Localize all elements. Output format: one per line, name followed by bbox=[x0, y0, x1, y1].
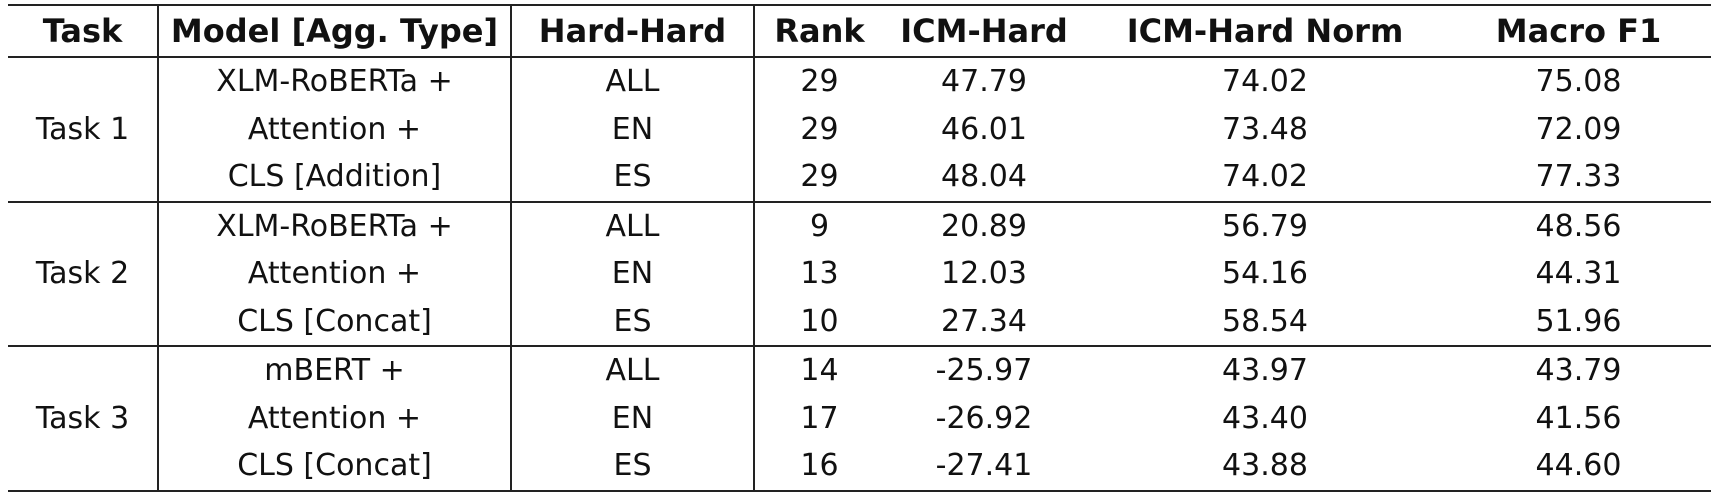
model-cell: Attention + bbox=[158, 250, 512, 298]
icm-hard-cell: 12.03 bbox=[941, 256, 1027, 292]
table-row: Task 1 XLM-RoBERTa + ALL 29 47.79 74.02 … bbox=[8, 57, 1711, 203]
header-row: Task Model [Agg. Type] Hard-Hard Rank IC… bbox=[8, 4, 1711, 58]
hard-hard-cell: ES bbox=[511, 297, 755, 347]
task-label: Task 2 bbox=[8, 201, 159, 347]
table-row: CLS [Concat] ES 10 27.34 58.54 51.96 bbox=[8, 297, 1711, 347]
icm-hard-norm-cell: 54.16 bbox=[1222, 256, 1308, 292]
task-label: Task 3 bbox=[8, 346, 159, 492]
hard-hard-cell: EN bbox=[511, 394, 755, 442]
model-cell: CLS [Concat] bbox=[158, 297, 512, 347]
table-row: CLS [Concat] ES 16 -27.41 43.88 44.60 bbox=[8, 442, 1711, 492]
table-row: Task 2 XLM-RoBERTa + ALL 9 20.89 56.79 4… bbox=[8, 201, 1711, 347]
model-cell: Attention + bbox=[158, 394, 512, 442]
macro-f1-cell: 77.33 bbox=[1446, 153, 1711, 203]
hard-hard-cell: ES bbox=[511, 442, 755, 492]
hard-hard-cell: ALL bbox=[511, 201, 755, 250]
table-row: Attention + EN 29 46.01 73.48 72.09 bbox=[8, 105, 1711, 153]
header-icm-hard: ICM-Hard bbox=[884, 4, 1084, 58]
macro-f1-cell: 51.96 bbox=[1446, 297, 1711, 347]
icm-hard-norm-cell: 43.88 bbox=[1084, 442, 1446, 492]
results-table: Task Model [Agg. Type] Hard-Hard Rank IC… bbox=[8, 4, 1711, 492]
hard-hard-cell: EN bbox=[511, 250, 755, 298]
model-cell: Attention + bbox=[158, 105, 512, 153]
icm-hard-cell: 20.89 bbox=[941, 208, 1027, 244]
icm-hard-norm-cell: 56.79 bbox=[1222, 208, 1308, 244]
macro-f1-cell: 44.60 bbox=[1446, 442, 1711, 492]
header-icm-hard-norm: ICM-Hard Norm bbox=[1084, 4, 1446, 58]
macro-f1-cell: 41.56 bbox=[1535, 400, 1622, 436]
table-row: Attention + EN 13 12.03 54.16 44.31 bbox=[8, 250, 1711, 298]
icm-hard-cell: -27.41 bbox=[884, 442, 1084, 492]
macro-f1-cell: 43.79 bbox=[1535, 353, 1622, 389]
icm-hard-cell: 27.34 bbox=[884, 297, 1084, 347]
header-model: Model [Agg. Type] bbox=[158, 4, 512, 58]
rank-cell: 13 bbox=[800, 256, 839, 292]
model-cell: mBERT + bbox=[158, 346, 512, 395]
rank-cell: 17 bbox=[800, 400, 839, 436]
rank-cell: 29 bbox=[754, 153, 884, 203]
table-row: Task 3 mBERT + ALL 14 -25.97 43.97 43.79 bbox=[8, 346, 1711, 492]
rank-cell: 10 bbox=[754, 297, 884, 347]
macro-f1-cell: 75.08 bbox=[1535, 64, 1622, 100]
table-row: Attention + EN 17 -26.92 43.40 41.56 bbox=[8, 394, 1711, 442]
macro-f1-cell: 48.56 bbox=[1535, 208, 1622, 244]
icm-hard-norm-cell: 43.40 bbox=[1222, 400, 1308, 436]
model-cell: CLS [Addition] bbox=[158, 153, 512, 203]
rank-cell: 9 bbox=[809, 208, 830, 244]
icm-hard-cell: 47.79 bbox=[941, 64, 1027, 100]
header-macro-f1: Macro F1 bbox=[1446, 4, 1711, 58]
rank-cell: 14 bbox=[800, 353, 839, 389]
icm-hard-norm-cell: 74.02 bbox=[1222, 64, 1308, 100]
icm-hard-cell: -26.92 bbox=[935, 400, 1033, 436]
model-cell: XLM-RoBERTa + bbox=[158, 57, 512, 106]
icm-hard-cell: 48.04 bbox=[884, 153, 1084, 203]
icm-hard-cell: -25.97 bbox=[935, 353, 1033, 389]
icm-hard-norm-cell: 74.02 bbox=[1084, 153, 1446, 203]
model-cell: XLM-RoBERTa + bbox=[158, 201, 512, 250]
hard-hard-cell: ES bbox=[511, 153, 755, 203]
header-rank: Rank bbox=[754, 4, 884, 58]
rank-cell: 16 bbox=[754, 442, 884, 492]
icm-hard-norm-cell: 43.97 bbox=[1222, 353, 1308, 389]
rank-cell: 29 bbox=[800, 111, 839, 147]
macro-f1-cell: 72.09 bbox=[1535, 111, 1622, 147]
macro-f1-cell: 44.31 bbox=[1535, 256, 1622, 292]
icm-hard-norm-cell: 73.48 bbox=[1222, 111, 1308, 147]
task-label: Task 1 bbox=[8, 57, 159, 203]
model-cell: CLS [Concat] bbox=[158, 442, 512, 492]
rank-cell: 29 bbox=[800, 64, 839, 100]
hard-hard-cell: ALL bbox=[511, 57, 755, 106]
hard-hard-cell: EN bbox=[511, 105, 755, 153]
header-hard-hard: Hard-Hard bbox=[511, 4, 755, 58]
hard-hard-cell: ALL bbox=[511, 346, 755, 395]
icm-hard-norm-cell: 58.54 bbox=[1084, 297, 1446, 347]
table-row: CLS [Addition] ES 29 48.04 74.02 77.33 bbox=[8, 153, 1711, 203]
icm-hard-cell: 46.01 bbox=[941, 111, 1027, 147]
header-task: Task bbox=[8, 4, 159, 58]
